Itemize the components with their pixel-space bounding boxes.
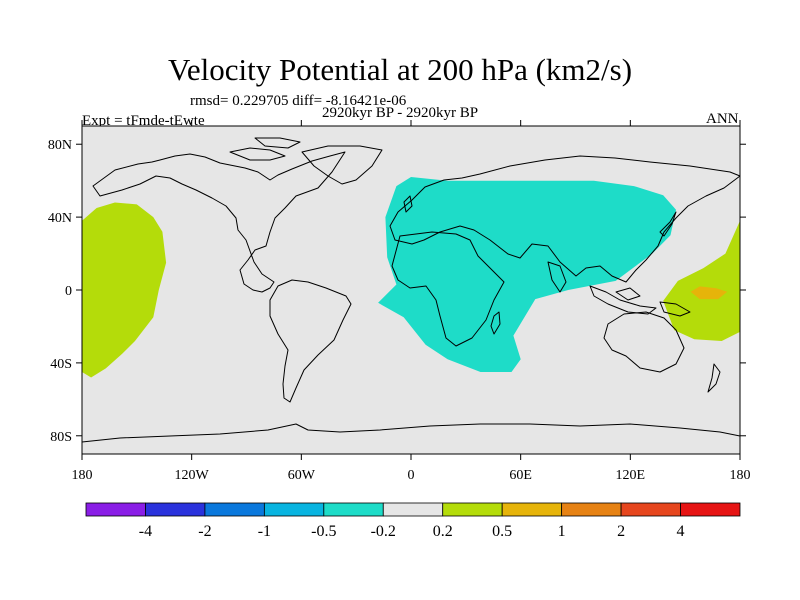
y-tick-label: 80S xyxy=(50,430,72,445)
colorbar-swatch xyxy=(263,502,325,517)
colorbar-label: 0.5 xyxy=(492,523,512,540)
colorbar-swatch xyxy=(501,502,563,517)
chart-title: Velocity Potential at 200 hPa (km2/s) xyxy=(167,52,633,87)
x-tick-label: 180 xyxy=(72,468,93,483)
contour-regions xyxy=(82,177,740,378)
colorbar-label: 4 xyxy=(677,523,685,540)
x-tick-label: 120E xyxy=(616,468,646,483)
colorbar-label: -0.5 xyxy=(311,523,336,540)
experiment-label: Expt = tFmde-tEwte xyxy=(82,113,205,129)
colorbar-label: -0.2 xyxy=(371,523,396,540)
colorbar-label: -1 xyxy=(258,523,271,540)
x-tick-label: 60W xyxy=(288,468,316,483)
coast-africa xyxy=(391,231,505,347)
colorbar-swatch xyxy=(323,502,384,517)
coast-new-guinea xyxy=(659,301,691,317)
coast-australia xyxy=(603,311,685,373)
x-tick-label: 180 xyxy=(730,468,751,483)
region-eastern-pacific-positive xyxy=(82,202,167,378)
coast-new-zealand xyxy=(707,363,721,393)
colorbar-swatch xyxy=(561,502,622,517)
stats-subtitle: rmsd= 0.229705 diff= -8.16421e-06 xyxy=(190,93,407,109)
colorbar: -4 -2 -1 -0.5 -0.2 0.2 0.5 1 2 4 xyxy=(85,502,741,540)
colorbar-swatch xyxy=(145,502,206,517)
coast-japan xyxy=(659,211,677,237)
colorbar-swatch xyxy=(442,502,503,517)
y-tick-label: 0 xyxy=(65,284,72,299)
colorbar-label: -2 xyxy=(198,523,211,540)
season-label: ANN xyxy=(706,111,739,127)
colorbar-label: 1 xyxy=(558,523,566,540)
coast-eurasia xyxy=(389,155,741,283)
coast-madagascar xyxy=(490,311,501,335)
colorbar-label: 0.2 xyxy=(433,523,453,540)
y-tick-label: 40N xyxy=(48,211,72,226)
x-tick-label: 120W xyxy=(175,468,210,483)
time-subtitle: 2920kyr BP - 2920kyr BP xyxy=(322,105,479,121)
coast-arctic-islands xyxy=(229,137,301,161)
region-western-pacific-positive xyxy=(663,220,740,341)
coast-north-america xyxy=(92,151,346,293)
y-tick-label: 80N xyxy=(48,138,72,153)
y-tick-label: 40S xyxy=(50,357,72,372)
x-axis-ticks: 180 120W 60W 0 60E 120E 180 xyxy=(72,120,751,483)
coastlines xyxy=(81,137,741,443)
colorbar-label: -4 xyxy=(139,523,152,540)
colorbar-swatch xyxy=(85,502,146,517)
x-tick-label: 0 xyxy=(408,468,415,483)
coast-south-america xyxy=(269,279,352,403)
colorbar-label: 2 xyxy=(617,523,625,540)
coast-indonesia xyxy=(589,285,657,315)
coast-antarctica xyxy=(81,423,741,443)
coast-india xyxy=(547,261,567,293)
colorbar-swatch xyxy=(680,502,741,517)
x-tick-label: 60E xyxy=(509,468,532,483)
y-axis-ticks: 80N 40N 0 40S 80S xyxy=(48,138,746,445)
colorbar-swatch xyxy=(382,502,444,517)
colorbar-swatch xyxy=(204,502,265,517)
coast-british-isles xyxy=(403,195,413,213)
coast-greenland xyxy=(301,145,383,185)
region-western-pacific-core xyxy=(690,286,728,300)
region-africa-asia-negative xyxy=(378,177,676,372)
colorbar-swatch xyxy=(620,502,681,517)
